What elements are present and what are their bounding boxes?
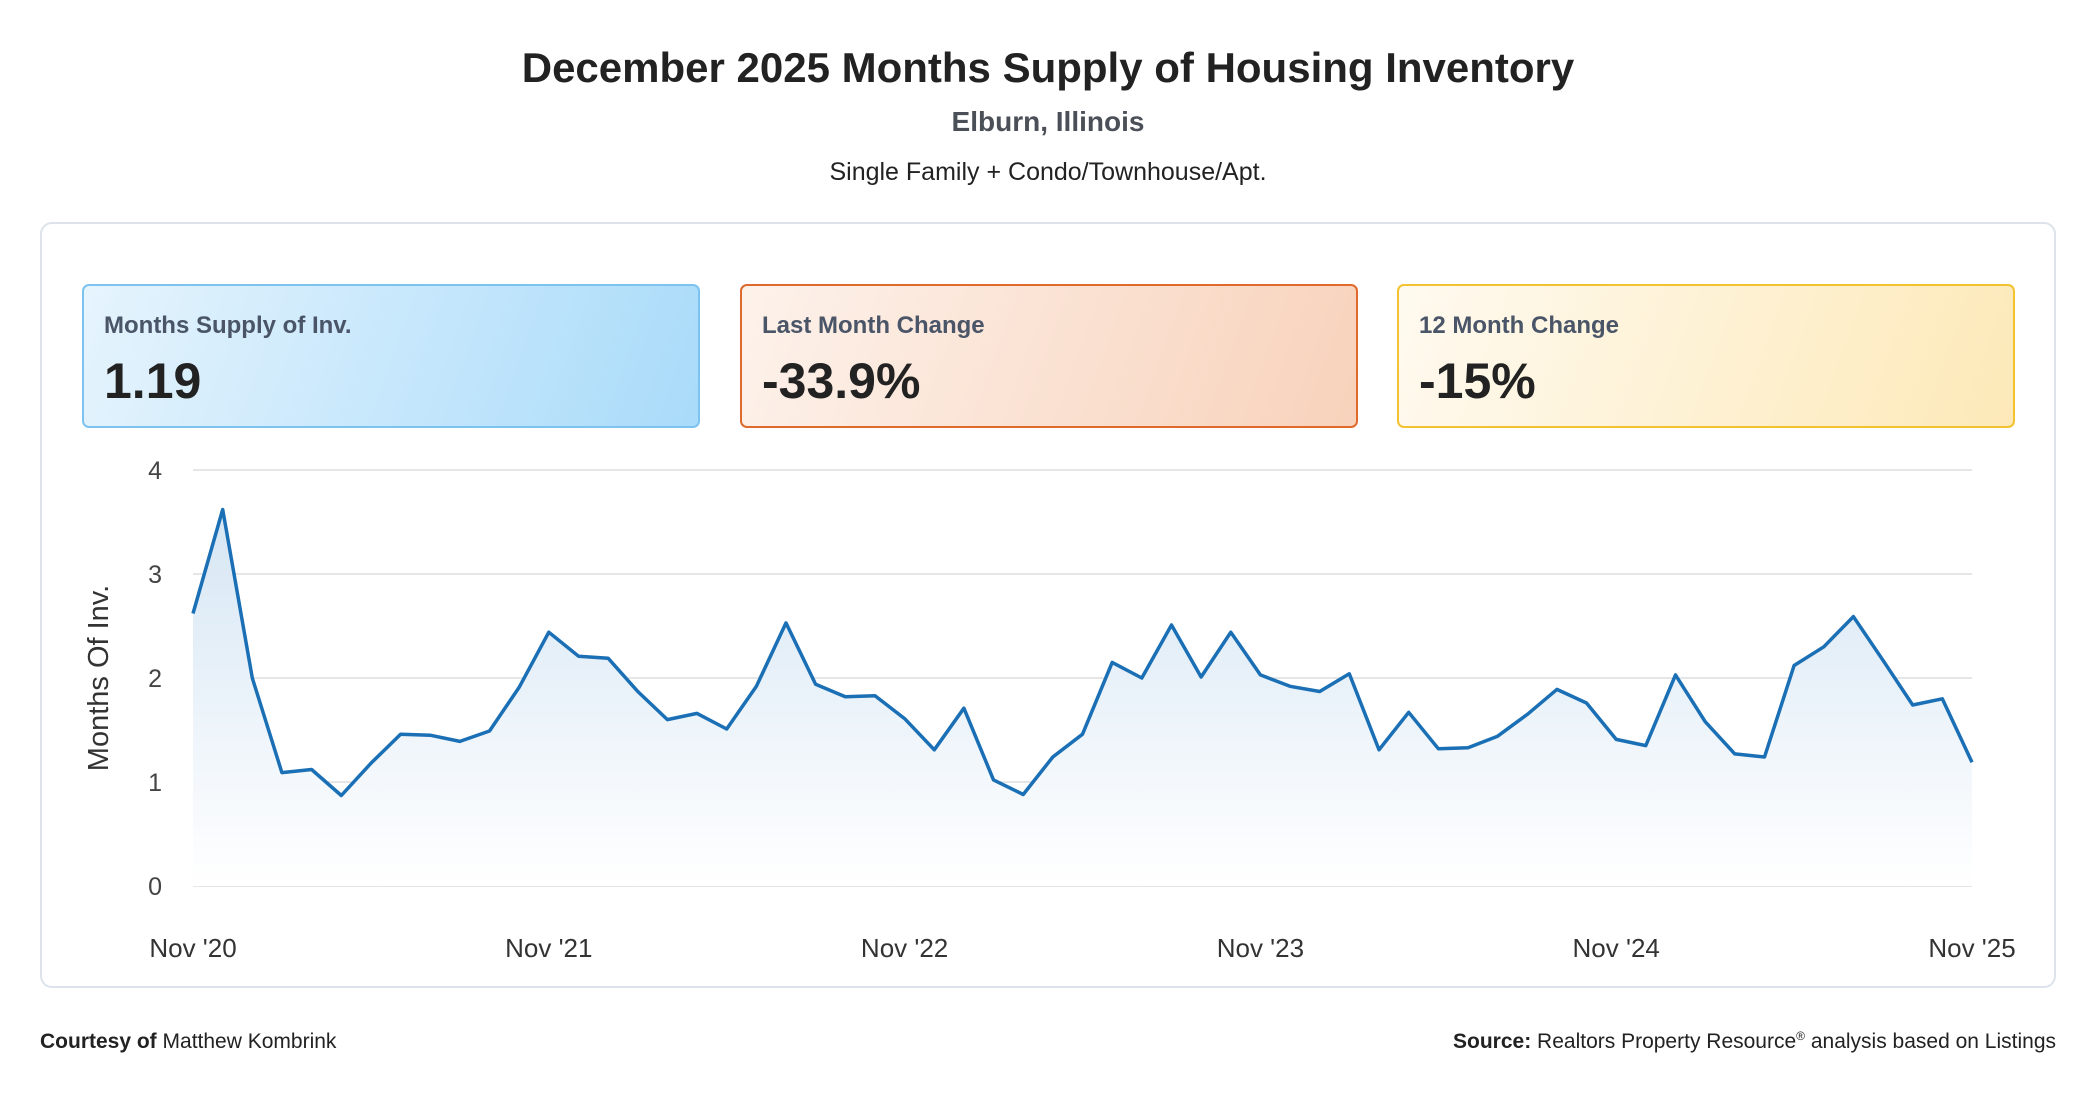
- y-tick-label: 2: [148, 665, 162, 693]
- x-tick-label: Nov '22: [861, 933, 948, 963]
- last-month-change-value: -33.9%: [762, 353, 921, 409]
- source-label: Source:: [1453, 1030, 1532, 1053]
- last-month-change-label: Last Month Change: [762, 312, 985, 339]
- x-tick-label: Nov '20: [149, 933, 236, 963]
- source-tail: analysis based on Listings: [1810, 1030, 2056, 1053]
- y-tick-label: 0: [148, 873, 162, 901]
- x-axis-ticks: Nov '20 Nov '21 Nov '22 Nov '23 Nov '24 Nov '…: [149, 933, 2015, 963]
- x-tick-label: Nov '21: [505, 933, 592, 963]
- property-types-subtitle: Single Family + Condo/Townhouse/Apt.: [829, 158, 1267, 186]
- y-axis-label: Months Of Inv.: [83, 585, 115, 771]
- last-month-change-card: Last Month Change -33.9%: [740, 284, 1358, 428]
- courtesy-text: Courtesy of Matthew Kombrink: [40, 1030, 336, 1054]
- courtesy-label: Courtesy of: [40, 1030, 157, 1053]
- series-line: [191, 507, 1974, 798]
- area-fill: [193, 509, 1972, 886]
- series-line-path: [191, 507, 1974, 798]
- months-supply-card: Months Supply of Inv. 1.19: [82, 284, 700, 428]
- location-subtitle: Elburn, Illinois: [951, 106, 1145, 137]
- months-supply-label: Months Supply of Inv.: [104, 312, 352, 339]
- area-path: [193, 509, 1972, 886]
- x-tick-label: Nov '23: [1217, 933, 1304, 963]
- x-tick-label: Nov '24: [1573, 933, 1660, 963]
- chart-title: December 2025 Months Supply of Housing I…: [521, 44, 1575, 91]
- twelve-month-change-label: 12 Month Change: [1419, 312, 1620, 339]
- source-text: Source: Realtors Property Resource® anal…: [1453, 1030, 2056, 1054]
- y-tick-label: 1: [148, 769, 162, 797]
- courtesy-name: Matthew Kombrink: [162, 1030, 337, 1053]
- twelve-month-change-card: 12 Month Change -15%: [1397, 284, 2015, 428]
- chart-panel: [40, 222, 2056, 988]
- source-name: Realtors Property Resource: [1537, 1030, 1797, 1053]
- y-tick-label: 3: [148, 561, 162, 589]
- y-axis-ticks: 0 1 2 3 4: [148, 457, 162, 901]
- y-tick-label: 4: [148, 457, 162, 485]
- twelve-month-change-value: -15%: [1419, 353, 1536, 409]
- registered-mark: ®: [1796, 1029, 1805, 1043]
- months-supply-value: 1.19: [104, 353, 202, 409]
- x-tick-label: Nov '25: [1928, 933, 2015, 963]
